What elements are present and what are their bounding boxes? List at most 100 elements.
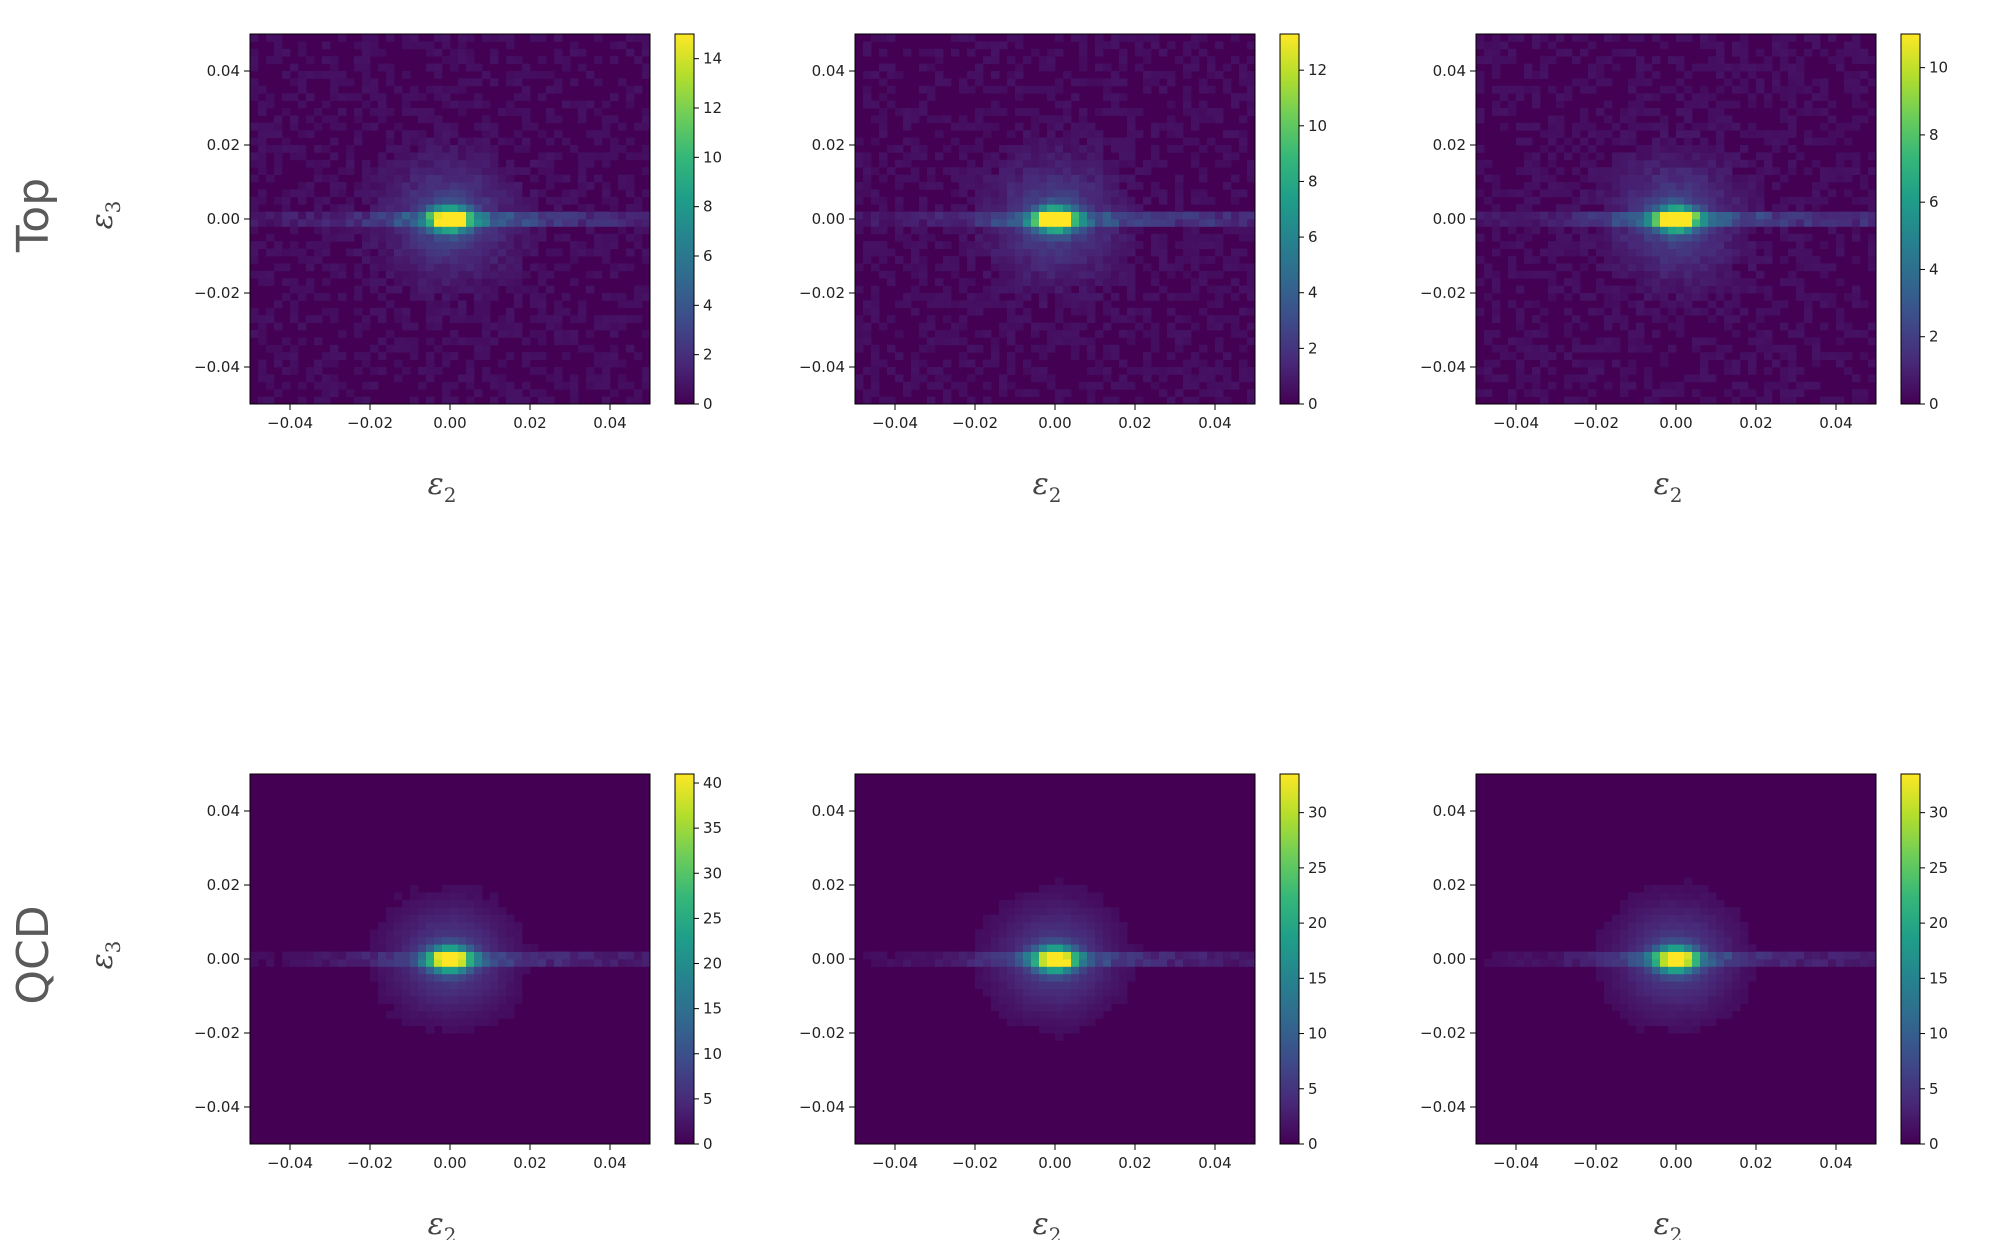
heatmap-cell	[1023, 1003, 1032, 1012]
colorbar-tick-label: 8	[703, 198, 713, 216]
heatmap-cell	[274, 322, 283, 331]
colorbar	[1279, 33, 1300, 405]
heatmap-cell	[602, 130, 611, 138]
heatmap-cell	[266, 374, 275, 383]
heatmap-cell	[1039, 204, 1048, 212]
heatmap-cell	[895, 159, 904, 168]
heatmap-cell	[935, 78, 944, 87]
heatmap-cell	[1039, 189, 1048, 198]
heatmap-cell	[1063, 337, 1072, 346]
heatmap-cell	[1652, 189, 1661, 198]
heatmap-cell	[1484, 48, 1493, 57]
heatmap-cell	[506, 1010, 515, 1019]
x-tick-label: −0.04	[267, 1154, 313, 1172]
heatmap-cell	[1556, 248, 1565, 257]
heatmap-cell	[1079, 966, 1088, 975]
heatmap-cell	[1047, 944, 1056, 952]
heatmap-cell	[1660, 196, 1669, 205]
heatmap-cell	[466, 914, 475, 923]
heatmap-cell	[1620, 130, 1629, 138]
heatmap-cell	[1732, 973, 1741, 982]
heatmap-cell	[1055, 877, 1064, 886]
heatmap-cell	[1844, 189, 1853, 198]
heatmap-cell	[610, 359, 619, 368]
heatmap-cell	[1756, 152, 1765, 161]
heatmap-cell	[1732, 270, 1741, 279]
heatmap-cell	[394, 241, 403, 249]
heatmap-cell	[1604, 78, 1613, 87]
heatmap-cell	[578, 108, 587, 116]
heatmap-cell	[1644, 396, 1653, 405]
heatmap-cell	[634, 959, 643, 967]
heatmap-cell	[458, 182, 467, 190]
heatmap-cell	[1548, 122, 1557, 131]
heatmap-cell	[1636, 108, 1645, 116]
heatmap-cell	[1143, 959, 1152, 967]
heatmap-cell	[1524, 182, 1533, 190]
heatmap-cell	[346, 159, 355, 168]
heatmap-cell	[618, 959, 627, 967]
y-tick-label: −0.02	[1420, 284, 1466, 302]
heatmap-cell	[1143, 951, 1152, 960]
heatmap-cell	[1540, 219, 1549, 227]
heatmap-cell	[402, 41, 411, 50]
heatmap-cell	[362, 48, 371, 57]
heatmap-cell	[482, 293, 491, 301]
heatmap-cell	[1103, 256, 1112, 264]
heatmap-cell	[522, 196, 531, 205]
heatmap-cell	[1604, 966, 1613, 975]
heatmap-cell	[258, 137, 267, 146]
heatmap-cell	[1772, 219, 1781, 227]
heatmap-cell	[951, 270, 960, 279]
heatmap-cell	[1095, 226, 1104, 235]
heatmap-cell	[538, 959, 547, 967]
heatmap-cell	[442, 100, 451, 109]
heatmap-cell	[522, 108, 531, 116]
heatmap-cell	[1532, 300, 1541, 309]
heatmap-cell	[1828, 293, 1837, 301]
heatmap-cell	[386, 159, 395, 168]
heatmap-cell	[1015, 204, 1024, 212]
colorbar-tick-label: 6	[1929, 193, 1939, 211]
heatmap-cell	[1852, 293, 1861, 301]
heatmap-cell	[967, 959, 976, 967]
heatmap-cell	[1007, 1010, 1016, 1019]
heatmap-cell	[1716, 270, 1725, 279]
heatmap-cell	[1087, 152, 1096, 161]
heatmap-cell	[1676, 285, 1685, 294]
heatmap-cell	[274, 196, 283, 205]
heatmap-cell	[298, 71, 307, 79]
heatmap-cell	[1087, 233, 1096, 242]
heatmap-cell	[290, 352, 299, 360]
heatmap-cell	[394, 936, 403, 945]
heatmap-cell	[450, 988, 459, 997]
heatmap-cell	[1023, 293, 1032, 301]
heatmap-cell	[1111, 108, 1120, 116]
heatmap-cell	[274, 56, 283, 64]
heatmap-cell	[490, 981, 499, 989]
heatmap-cell	[1159, 389, 1168, 397]
heatmap-cell	[442, 130, 451, 138]
heatmap-cell	[1223, 152, 1232, 161]
heatmap-cell	[1047, 996, 1056, 1004]
heatmap-cell	[258, 100, 267, 109]
heatmap-cell	[983, 167, 992, 175]
heatmap-cell	[1748, 219, 1757, 227]
heatmap-cell	[322, 396, 331, 405]
heatmap-cell	[458, 85, 467, 94]
heatmap-cell	[895, 352, 904, 360]
heatmap-cell	[1756, 182, 1765, 190]
heatmap-cell	[991, 352, 1000, 360]
heatmap-cell	[975, 300, 984, 309]
heatmap-cell	[522, 204, 531, 212]
heatmap-cell	[1223, 159, 1232, 168]
heatmap-cell	[298, 381, 307, 390]
heatmap-cell	[1047, 922, 1056, 930]
heatmap-cell	[450, 885, 459, 893]
heatmap-cell	[1071, 204, 1080, 212]
heatmap-cell	[1636, 1025, 1645, 1034]
heatmap-cell	[1079, 944, 1088, 952]
heatmap-cell	[570, 315, 579, 323]
heatmap-cell	[594, 381, 603, 390]
heatmap-cell	[1740, 211, 1749, 220]
